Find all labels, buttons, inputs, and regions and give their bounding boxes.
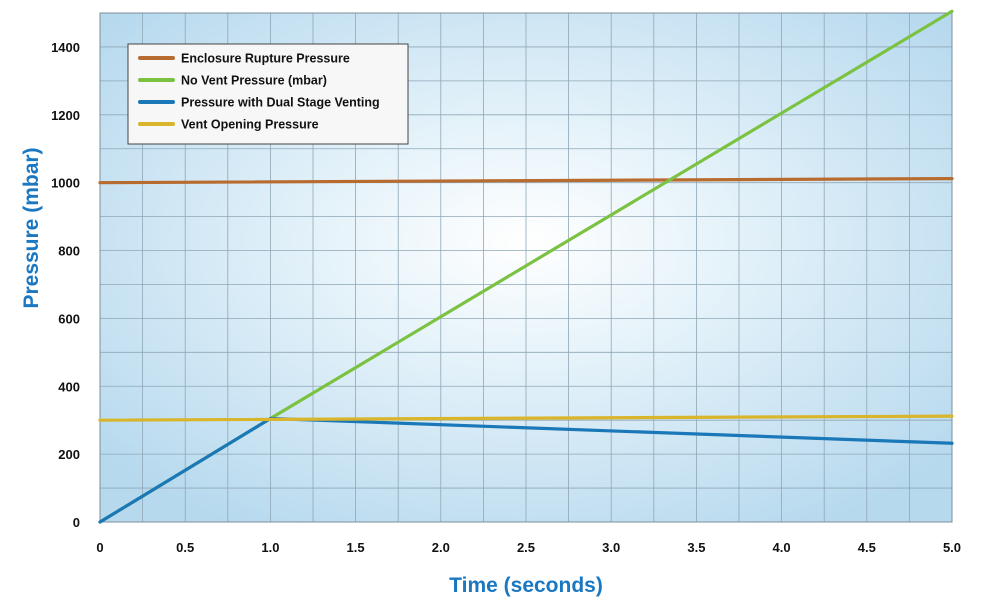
y-tick-label: 800 <box>58 244 80 259</box>
x-tick-label: 3.0 <box>602 540 620 555</box>
y-tick-label: 1200 <box>51 108 80 123</box>
x-tick-label: 0 <box>96 540 103 555</box>
x-tick-label: 4.0 <box>773 540 791 555</box>
series-line-3 <box>98 414 954 422</box>
legend-label-1: No Vent Pressure (mbar) <box>181 74 327 88</box>
legend-label-0: Enclosure Rupture Pressure <box>181 52 350 66</box>
x-tick-label: 2.0 <box>432 540 450 555</box>
y-tick-labels: 0 200 400 600 800 1000 1200 1400 <box>51 40 80 530</box>
y-tick-label: 1400 <box>51 40 80 55</box>
legend-label-3: Vent Opening Pressure <box>181 118 319 132</box>
y-tick-label: 600 <box>58 311 80 326</box>
y-tick-label: 0 <box>73 515 80 530</box>
legend-box <box>127 43 409 145</box>
series-lines <box>98 9 954 524</box>
x-tick-label: 1.5 <box>347 540 365 555</box>
y-tick-label: 1000 <box>51 176 80 191</box>
x-tick-label: 0.5 <box>176 540 194 555</box>
x-axis-title: Time (seconds) <box>449 574 603 597</box>
series-line-0 <box>98 176 954 185</box>
x-tick-label: 2.5 <box>517 540 535 555</box>
plot-border <box>99 12 953 523</box>
y-axis-title: Pressure (mbar) <box>20 147 43 308</box>
x-tick-label: 1.0 <box>261 540 279 555</box>
x-tick-label: 4.5 <box>858 540 876 555</box>
x-tick-label: 5.0 <box>943 540 961 555</box>
legend-label-2: Pressure with Dual Stage Venting <box>181 96 380 110</box>
y-tick-label: 400 <box>58 379 80 394</box>
legend: Enclosure Rupture Pressure No Vent Pressu… <box>127 43 409 145</box>
x-tick-label: 3.5 <box>687 540 705 555</box>
x-tick-labels: 0 0.5 1.0 1.5 2.0 2.5 3.0 3.5 4.0 4.5 5.0 <box>96 540 961 555</box>
y-tick-label: 200 <box>58 447 80 462</box>
